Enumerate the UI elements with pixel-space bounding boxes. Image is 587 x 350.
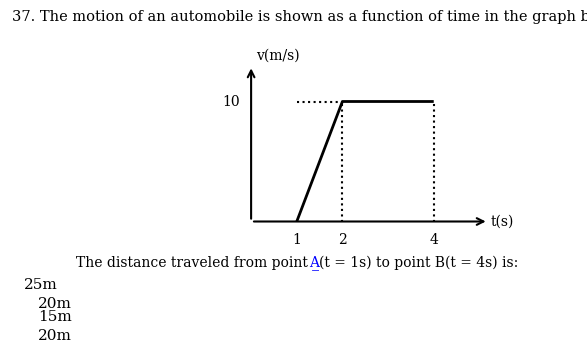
Text: A̲: A̲ xyxy=(309,256,319,270)
Text: t(s): t(s) xyxy=(491,215,514,229)
Text: 25m: 25m xyxy=(23,278,57,292)
Text: 4: 4 xyxy=(429,233,438,247)
Text: 2: 2 xyxy=(338,233,347,247)
Text: 15m: 15m xyxy=(38,310,72,324)
Text: 20m: 20m xyxy=(38,298,72,312)
Text: The distance traveled from point: The distance traveled from point xyxy=(76,256,312,270)
Text: 1: 1 xyxy=(292,233,301,247)
Text: (t = 1s) to point B(t = 4s) is:: (t = 1s) to point B(t = 4s) is: xyxy=(319,256,518,270)
Text: 10: 10 xyxy=(222,94,239,108)
Text: 20m: 20m xyxy=(38,329,72,343)
Text: 37. The motion of an automobile is shown as a function of time in the graph belo: 37. The motion of an automobile is shown… xyxy=(12,10,587,25)
Text: v(m/s): v(m/s) xyxy=(256,49,299,63)
